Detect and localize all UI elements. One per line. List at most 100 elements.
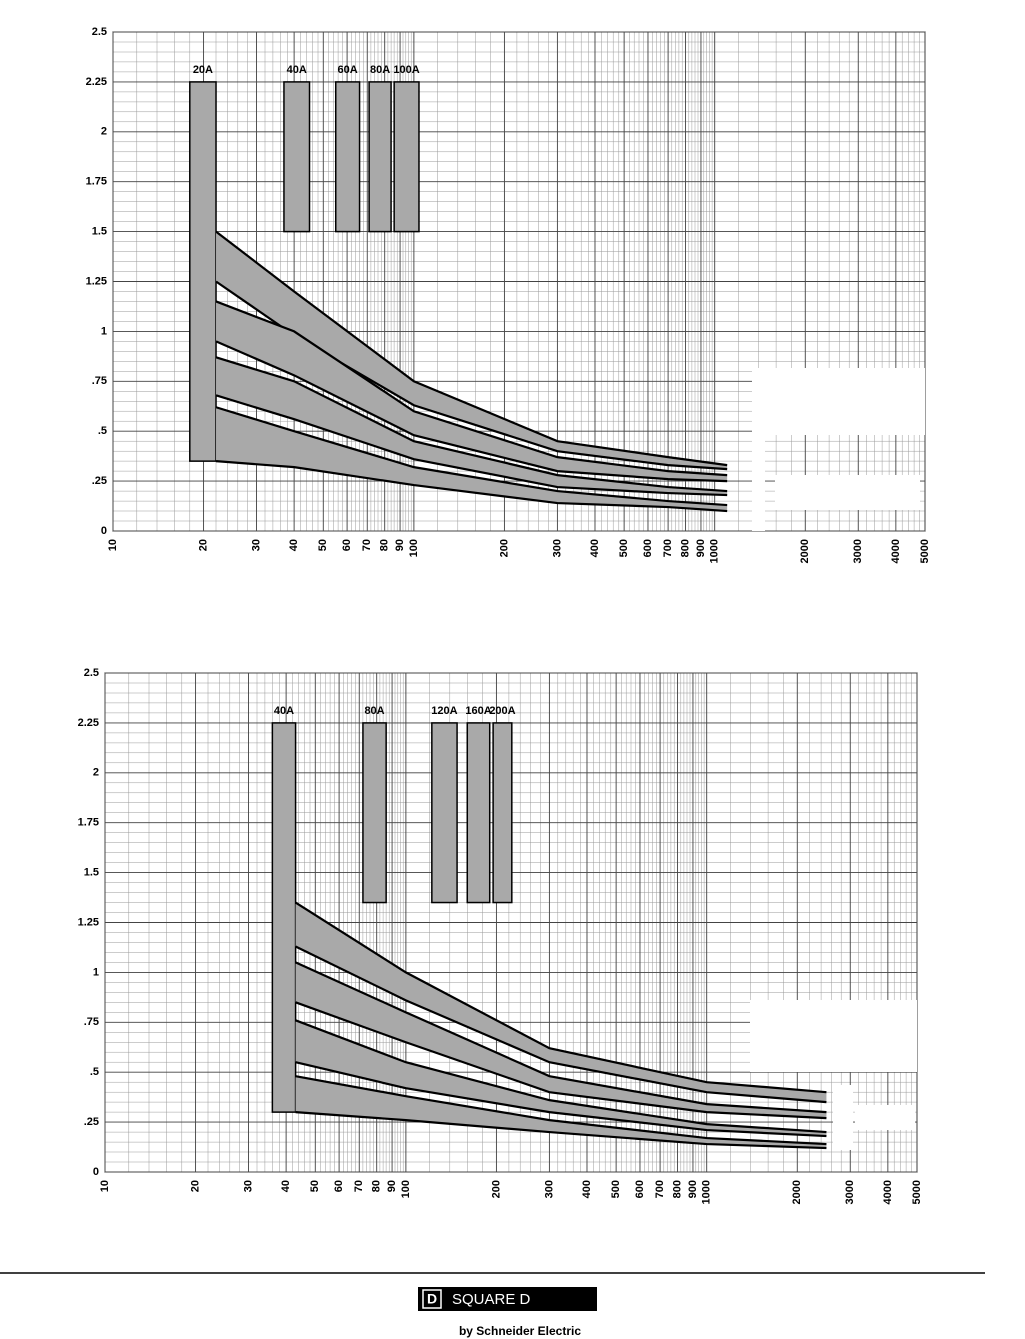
x-tick-label: 2000 xyxy=(799,539,811,563)
x-tick-label: 5000 xyxy=(919,539,931,563)
y-tick-label: 2.5 xyxy=(84,667,99,679)
x-tick-label: 900 xyxy=(695,539,707,557)
strip xyxy=(466,722,491,904)
strip-label: 40A xyxy=(287,64,307,76)
x-tick-label: 50 xyxy=(317,539,329,551)
x-tick-label: 300 xyxy=(543,1180,555,1198)
x-tick-label: 10 xyxy=(99,1180,111,1192)
strip-label: 100A xyxy=(393,64,419,76)
x-tick-label: 1000 xyxy=(701,1180,713,1204)
band-fill xyxy=(295,1076,827,1149)
strip xyxy=(393,81,420,233)
x-tick-label: 80 xyxy=(379,539,391,551)
x-tick-label: 300 xyxy=(551,539,563,557)
logo-mark: D xyxy=(427,1291,437,1307)
band-upper xyxy=(295,1075,827,1146)
y-tick-label: 1.25 xyxy=(86,275,107,287)
strip xyxy=(492,722,513,904)
band-fill xyxy=(216,301,728,482)
blank-area xyxy=(752,368,925,435)
x-tick-label: 70 xyxy=(353,1180,365,1192)
strip-label: 160A xyxy=(465,705,491,717)
y-tick-label: 1.5 xyxy=(84,867,99,879)
band-lower xyxy=(295,1111,827,1150)
y-tick-label: .5 xyxy=(98,425,107,437)
strip-label: 120A xyxy=(431,705,457,717)
x-tick-label: 700 xyxy=(662,539,674,557)
x-tick-label: 3000 xyxy=(852,539,864,563)
x-tick-label: 3000 xyxy=(844,1180,856,1204)
x-tick-label: 200 xyxy=(498,539,510,557)
chart: 0 .25 .5 .75 1 1.25 1.5 1.75 2 2.25 2.5 10 20 30 40 50 6… xyxy=(78,667,923,1205)
band-upper xyxy=(215,406,728,507)
band-fill xyxy=(216,407,728,512)
y-tick-label: 1 xyxy=(93,966,99,978)
y-tick-label: .25 xyxy=(92,475,107,487)
x-tick-label: 900 xyxy=(687,1180,699,1198)
y-tick-label: 1.75 xyxy=(78,817,99,829)
x-tick-label: 80 xyxy=(371,1180,383,1192)
strip xyxy=(271,722,297,1113)
band-upper xyxy=(215,300,728,477)
x-tick-label: 30 xyxy=(242,1180,254,1192)
byline: by Schneider Electric xyxy=(459,1324,581,1338)
y-tick-label: 2.5 xyxy=(92,26,107,38)
x-tick-label: 500 xyxy=(618,539,630,557)
band-lower xyxy=(295,945,827,1104)
x-tick-label: 600 xyxy=(634,1180,646,1198)
x-tick-label: 700 xyxy=(654,1180,666,1198)
strip-label: 20A xyxy=(193,64,213,76)
band-lower xyxy=(295,1061,827,1138)
blank-area xyxy=(752,435,765,531)
band-lower xyxy=(215,460,728,513)
strip-label: 200A xyxy=(489,705,515,717)
x-tick-label: 4000 xyxy=(890,539,902,563)
strip-label: 80A xyxy=(370,64,390,76)
blank-area xyxy=(833,1085,853,1150)
y-tick-label: 2.25 xyxy=(86,76,107,88)
band-upper xyxy=(215,230,728,467)
band-lower xyxy=(215,340,728,483)
y-tick-label: 1 xyxy=(101,325,107,337)
x-tick-label: 60 xyxy=(333,1180,345,1192)
x-tick-label: 20 xyxy=(197,539,209,551)
strip-label: 40A xyxy=(274,705,294,717)
x-tick-label: 30 xyxy=(250,539,262,551)
strip xyxy=(189,81,217,462)
logo-box xyxy=(418,1287,597,1311)
band-upper xyxy=(295,1019,827,1134)
x-tick-label: 20 xyxy=(189,1180,201,1192)
band-lower xyxy=(215,394,728,497)
x-tick-label: 800 xyxy=(671,1180,683,1198)
x-tick-label: 10 xyxy=(107,539,119,551)
y-tick-label: .75 xyxy=(92,375,107,387)
brand: SQUARE D xyxy=(452,1291,531,1308)
y-tick-label: 0 xyxy=(101,525,107,537)
y-tick-label: 2 xyxy=(93,767,99,779)
y-tick-label: .5 xyxy=(90,1066,99,1078)
y-tick-label: 2 xyxy=(101,126,107,138)
x-tick-label: 2000 xyxy=(791,1180,803,1204)
y-tick-label: 1.5 xyxy=(92,226,107,238)
blank-area xyxy=(855,1105,915,1130)
x-tick-label: 800 xyxy=(679,539,691,557)
y-tick-label: 0 xyxy=(93,1166,99,1178)
x-tick-label: 200 xyxy=(490,1180,502,1198)
strip xyxy=(368,81,392,233)
band-upper xyxy=(215,356,728,493)
x-tick-label: 1000 xyxy=(709,539,721,563)
strip-label: 60A xyxy=(338,64,358,76)
x-tick-label: 50 xyxy=(309,1180,321,1192)
y-tick-label: .25 xyxy=(84,1116,99,1128)
x-tick-label: 90 xyxy=(386,1180,398,1192)
strip xyxy=(283,81,311,233)
x-tick-label: 600 xyxy=(642,539,654,557)
y-tick-label: 2.25 xyxy=(78,717,99,729)
band-lower xyxy=(295,1001,827,1120)
x-tick-label: 400 xyxy=(581,1180,593,1198)
strip xyxy=(362,722,387,904)
x-tick-label: 100 xyxy=(400,1180,412,1198)
x-tick-label: 90 xyxy=(394,539,406,551)
band-upper xyxy=(294,901,827,1094)
